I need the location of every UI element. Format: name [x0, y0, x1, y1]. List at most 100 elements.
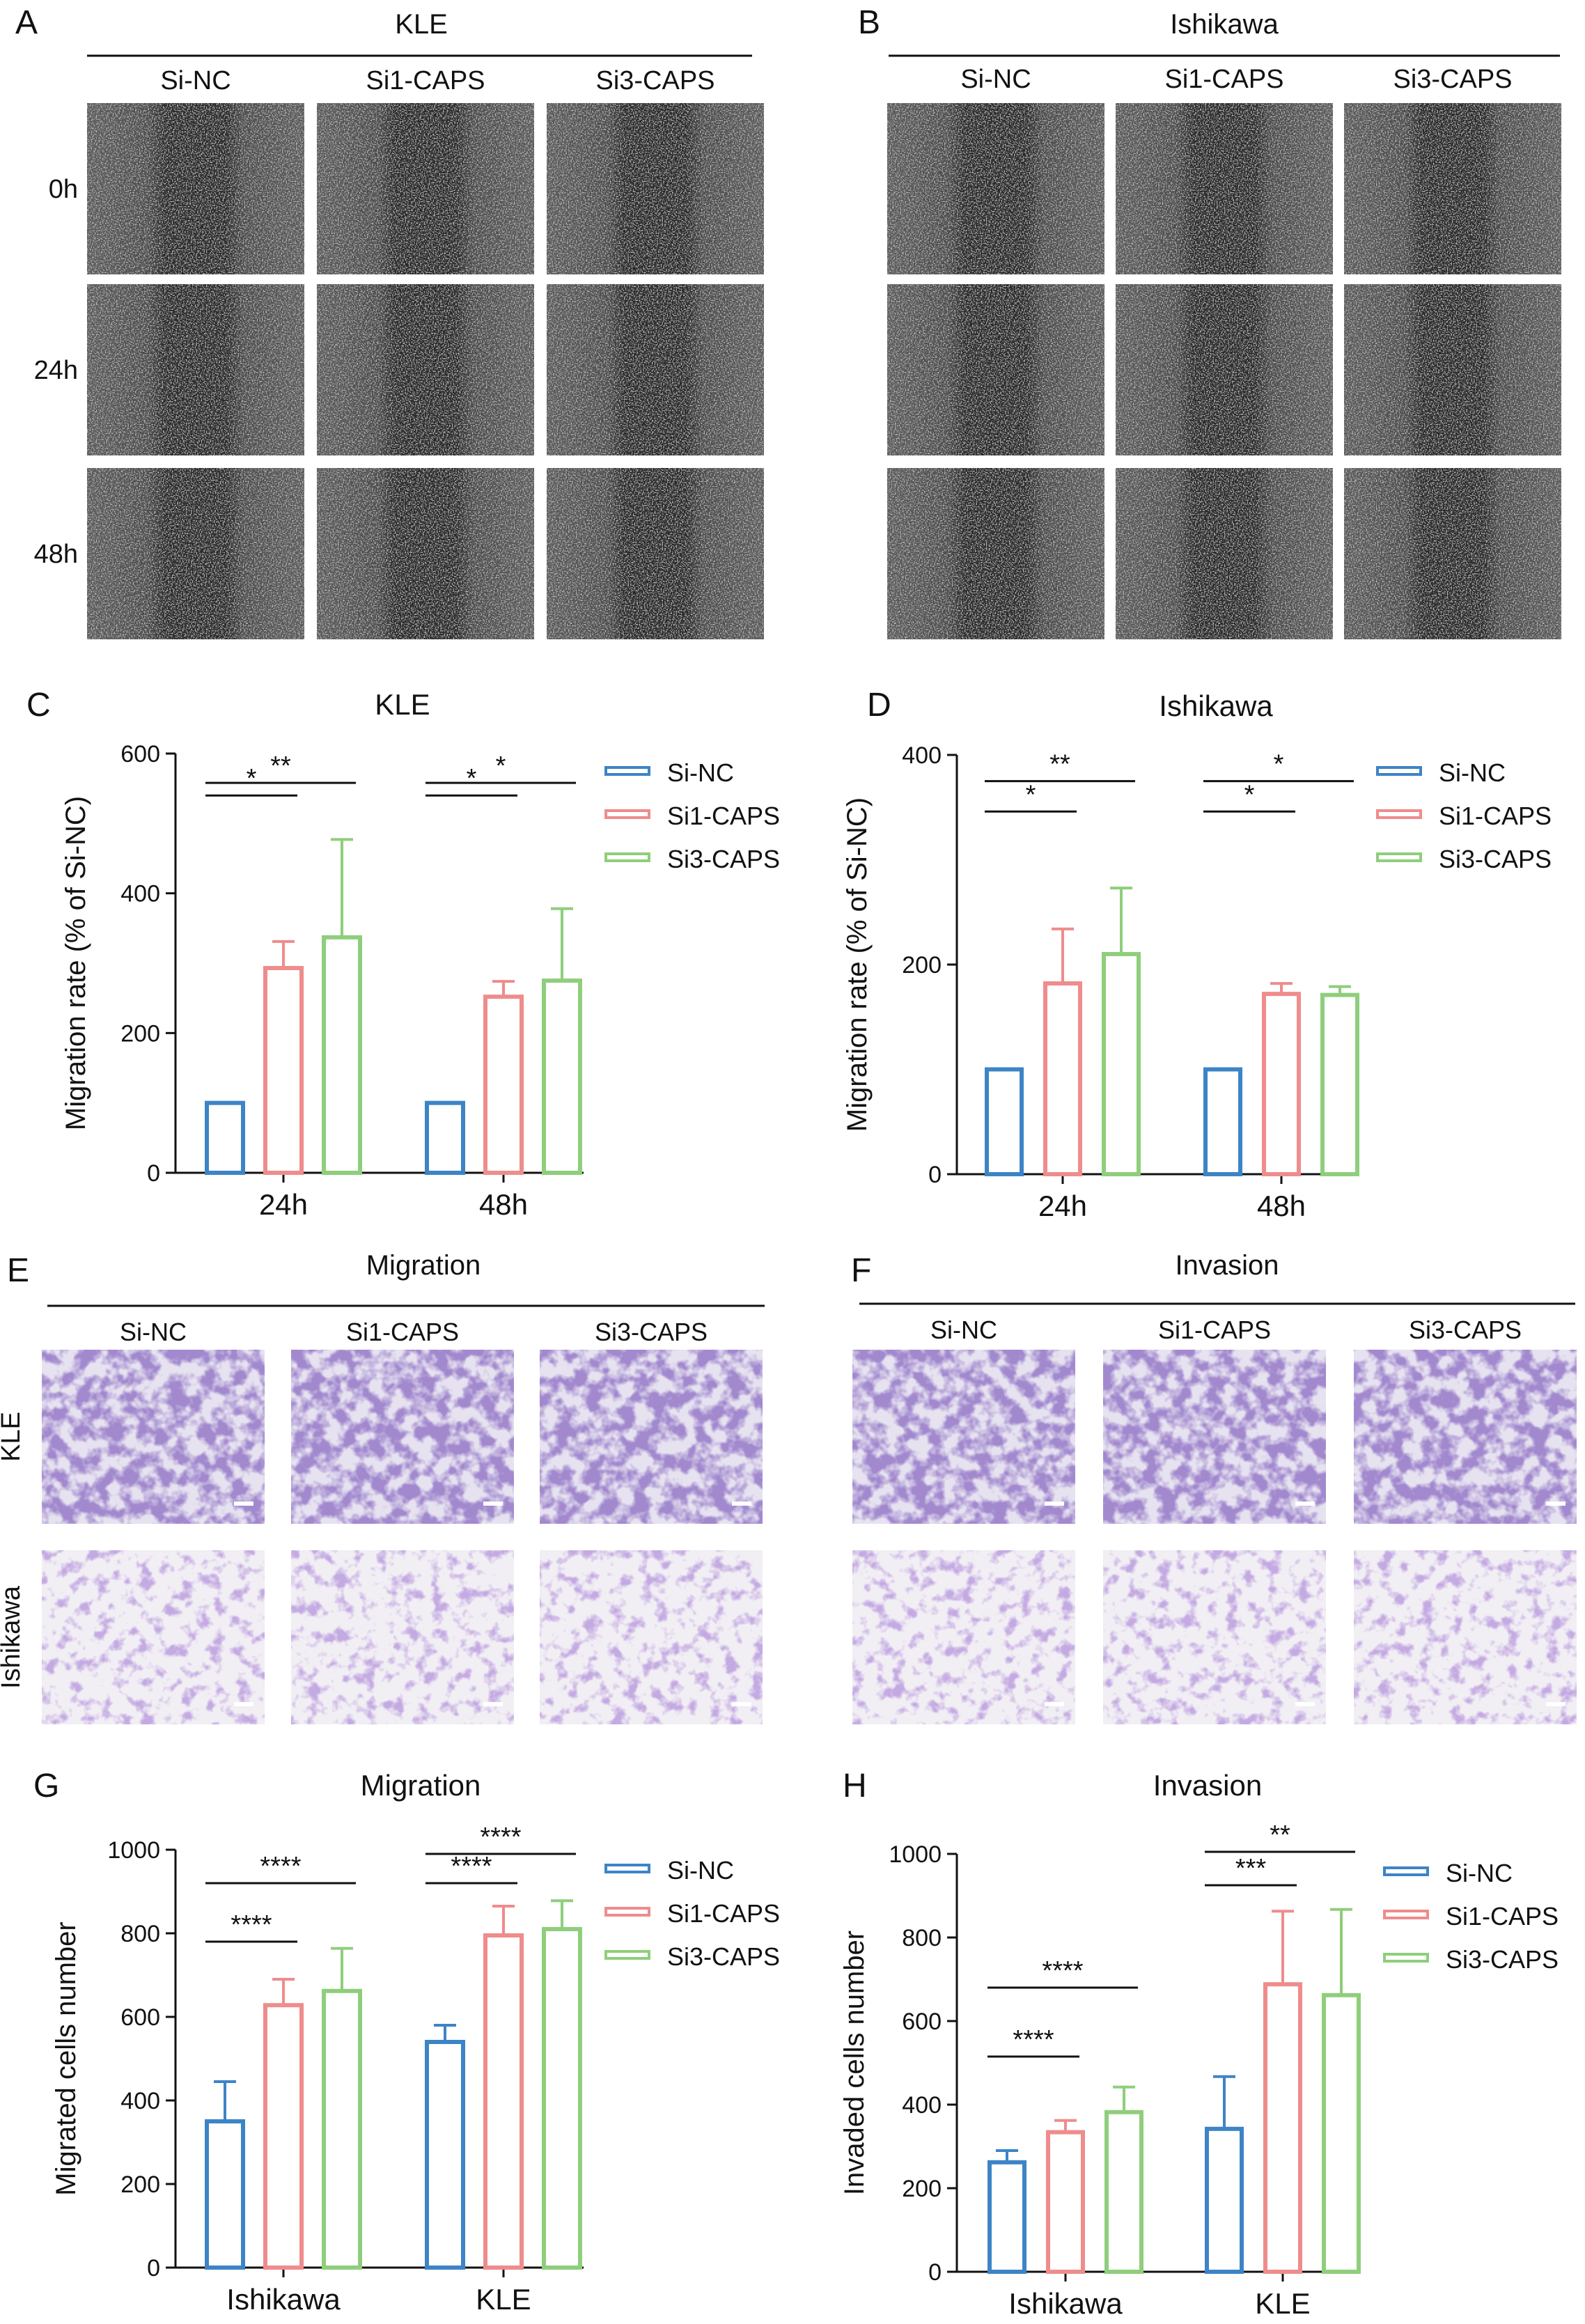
scratch-image — [547, 468, 764, 639]
bar — [542, 978, 582, 1176]
legend-swatch — [604, 1950, 650, 1960]
stain-image — [42, 1350, 265, 1524]
y-tick-label: 400 — [120, 2088, 160, 2114]
legend-swatch — [604, 1907, 650, 1917]
column-header: Si1-CAPS — [1158, 1316, 1271, 1344]
row-label: KLE — [0, 1412, 26, 1462]
stain-image — [42, 1550, 265, 1724]
y-tick-label: 400 — [120, 881, 160, 907]
significance-label: * — [1026, 780, 1036, 809]
bar — [1043, 981, 1082, 1176]
chart-c-kle-migration-rate: KLE Migration rate (% of Si-NC) 0 200 400 600… — [61, 688, 780, 1221]
micrograph — [1344, 468, 1561, 639]
x-tick-label: 48h — [1257, 1190, 1306, 1222]
scratch-image — [1344, 468, 1561, 639]
micrograph — [1103, 1350, 1326, 1524]
legend-swatch — [604, 852, 650, 862]
significance-label: * — [1274, 750, 1284, 779]
row-label: 48h — [34, 540, 78, 569]
micrograph — [87, 468, 304, 639]
legend-label: Si1-CAPS — [667, 1899, 780, 1928]
legend-swatch — [604, 809, 650, 819]
scratch-image — [317, 468, 534, 639]
micrograph — [887, 284, 1104, 455]
legend-label: Si1-CAPS — [1439, 802, 1552, 830]
legend-label: Si3-CAPS — [667, 1942, 780, 1971]
x-tick-label: 24h — [259, 1188, 308, 1221]
stain-image — [540, 1350, 763, 1524]
panel-f-transwell-invasion: Invasion Si-NC Si1-CAPS Si3-CAPS — [852, 1250, 1577, 1724]
significance-label: *** — [1235, 1854, 1267, 1883]
micrograph — [42, 1350, 265, 1524]
micrograph — [852, 1550, 1075, 1724]
bar — [1102, 951, 1141, 1176]
scale-bar — [1045, 1502, 1064, 1506]
y-tick-label: 600 — [902, 2009, 942, 2035]
scratch-image — [887, 103, 1104, 274]
bar — [1104, 2109, 1143, 2275]
scale-bar — [1546, 1702, 1566, 1706]
chart-title: Migration — [361, 1769, 481, 1802]
x-tick-label: 24h — [1038, 1190, 1087, 1222]
stain-image — [540, 1550, 763, 1724]
stain-image — [852, 1350, 1075, 1524]
y-tick-label: 0 — [147, 1160, 160, 1187]
chart-title: Invasion — [1153, 1769, 1262, 1802]
scratch-image — [317, 103, 534, 274]
bar — [1322, 1992, 1361, 2275]
legend-swatch — [1383, 1866, 1429, 1876]
legend-label: Si3-CAPS — [667, 845, 780, 873]
y-tick-label: 200 — [902, 952, 942, 978]
scale-bar — [483, 1702, 503, 1706]
micrograph — [317, 284, 534, 455]
legend-label: Si-NC — [667, 1856, 734, 1885]
x-tick-label: KLE — [1255, 2287, 1310, 2320]
panel-title: KLE — [395, 9, 448, 40]
bar — [322, 1988, 362, 2270]
bar — [1203, 1067, 1242, 1176]
legend-swatch — [1383, 1910, 1429, 1919]
y-tick-label: 200 — [120, 1020, 160, 1047]
bar — [322, 935, 362, 1176]
scale-bar — [1546, 1502, 1566, 1506]
legend-swatch — [604, 1864, 650, 1873]
y-axis-label: Migrated cells number — [51, 1921, 81, 2196]
panel-a-scratch-kle: KLE Si-NC Si1-CAPS Si3-CAPS 0h 24h 48h — [34, 9, 764, 639]
legend-label: Si3-CAPS — [1439, 845, 1552, 873]
scale-bar — [732, 1702, 751, 1706]
bar — [1263, 1982, 1302, 2274]
legend-swatch — [1376, 766, 1422, 776]
bar — [205, 2119, 245, 2270]
significance-label: **** — [480, 1823, 521, 1852]
column-header: Si1-CAPS — [1164, 65, 1283, 94]
panel-letter-b: B — [858, 4, 880, 41]
column-header: Si-NC — [930, 1316, 997, 1344]
column-header: Si-NC — [160, 66, 231, 95]
bar — [425, 1100, 465, 1175]
panel-title: Ishikawa — [1170, 9, 1279, 40]
micrograph — [291, 1350, 514, 1524]
micrograph — [547, 103, 764, 274]
bar — [542, 1927, 582, 2270]
micrograph — [1354, 1350, 1577, 1524]
column-header: Si1-CAPS — [346, 1318, 459, 1346]
legend-swatch — [1383, 1953, 1429, 1963]
y-tick-label: 400 — [902, 742, 942, 769]
micrograph — [887, 103, 1104, 274]
scratch-image — [887, 284, 1104, 455]
legend-label: Si-NC — [667, 758, 734, 787]
bar — [987, 2160, 1026, 2275]
bar — [1046, 2130, 1085, 2275]
y-tick-label: 800 — [120, 1921, 160, 1947]
legend-label: Si-NC — [1439, 758, 1506, 787]
micrograph — [540, 1350, 763, 1524]
micrograph — [1116, 284, 1333, 455]
x-tick-label: 48h — [479, 1188, 528, 1221]
y-axis-label: Invaded cells number — [839, 1931, 870, 2195]
significance-label: **** — [1013, 2025, 1054, 2054]
column-header: Si3-CAPS — [595, 1318, 708, 1346]
scratch-image — [1344, 103, 1561, 274]
row-label: 0h — [49, 175, 78, 204]
bar — [425, 2040, 465, 2270]
